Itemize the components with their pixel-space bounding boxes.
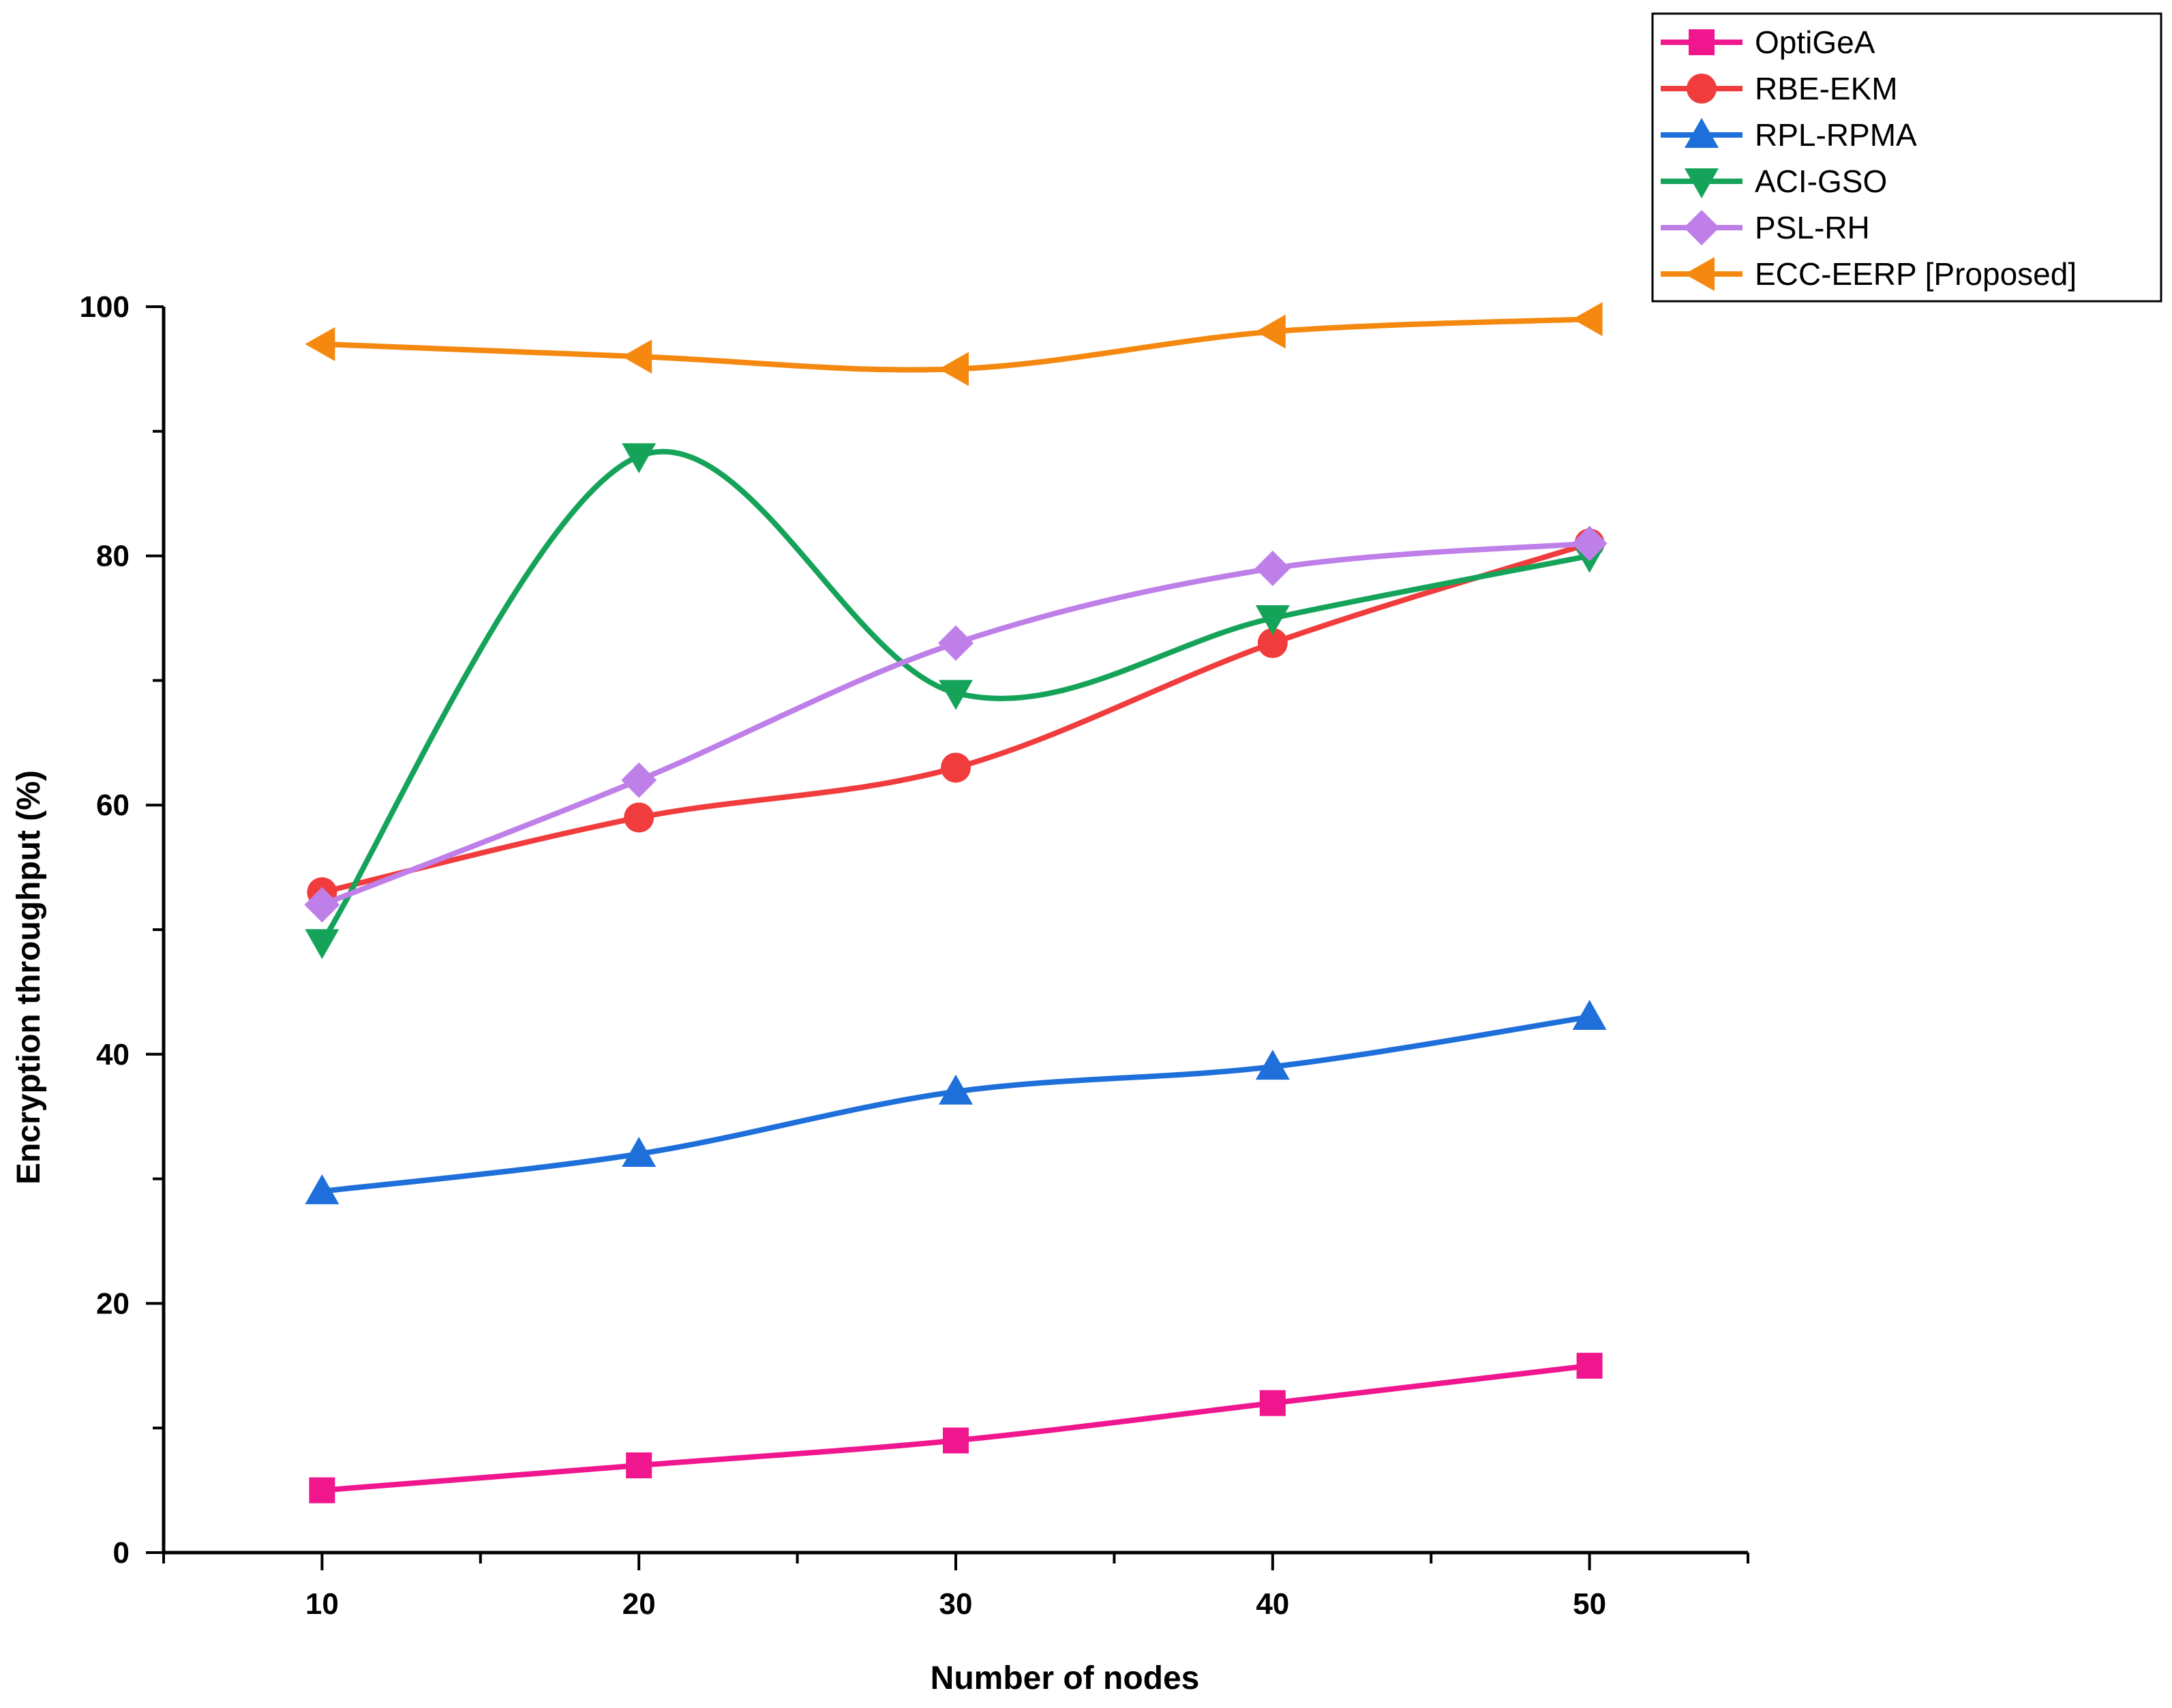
legend-item-optigea: OptiGeA — [1661, 25, 1875, 60]
legend-marker — [1685, 257, 1715, 291]
data-point-rbe-ekm — [941, 752, 971, 783]
x-tick-label: 40 — [1256, 1587, 1289, 1621]
y-axis-title: Encryption throughput (%) — [11, 770, 47, 1185]
x-tick-label: 20 — [622, 1587, 656, 1621]
data-point-ecc-eerp-proposed — [1572, 302, 1603, 337]
legend-label: ECC-EERP [Proposed] — [1755, 256, 2077, 292]
y-tick-label: 20 — [96, 1287, 130, 1320]
data-point-psl-rh — [304, 887, 340, 923]
data-point-rpl-rpma — [939, 1074, 973, 1105]
data-point-rpl-rpma — [1572, 999, 1607, 1030]
y-tick-label: 60 — [96, 789, 130, 822]
data-point-psl-rh — [1571, 525, 1608, 562]
legend-label: PSL-RH — [1755, 210, 1870, 245]
legend-item-rpl-rpma: RPL-RPMA — [1661, 117, 1917, 153]
data-point-optigea — [1259, 1390, 1286, 1416]
legend: OptiGeA RBE-EKM RPL-RPMA ACI-GSO PSL-RH ECC-E… — [1651, 12, 2162, 303]
legend-marker — [1685, 168, 1719, 198]
legend-label: OptiGeA — [1755, 25, 1875, 60]
series-line-aci-gso — [320, 448, 1590, 944]
data-point-psl-rh — [621, 762, 657, 798]
series-rpl-rpma — [305, 999, 1607, 1204]
series-rbe-ekm — [307, 528, 1605, 908]
legend-item-ecc-eerp-proposed: ECC-EERP [Proposed] — [1661, 256, 2077, 292]
data-point-aci-gso — [1255, 605, 1290, 635]
data-point-ecc-eerp-proposed — [622, 339, 652, 374]
legend-marker — [1687, 74, 1717, 104]
series-psl-rh — [304, 525, 1608, 923]
data-point-ecc-eerp-proposed — [1255, 314, 1286, 349]
data-point-psl-rh — [938, 625, 974, 661]
data-point-optigea — [626, 1452, 652, 1479]
x-tick-label: 50 — [1573, 1587, 1606, 1621]
x-axis-title: Number of nodes — [931, 1660, 1200, 1696]
x-tick-label: 10 — [305, 1587, 339, 1621]
data-point-rpl-rpma — [305, 1174, 340, 1204]
data-point-rbe-ekm — [1257, 628, 1288, 658]
legend-label: RBE-EKM — [1755, 71, 1898, 106]
data-point-optigea — [309, 1477, 335, 1504]
data-point-ecc-eerp-proposed — [939, 352, 969, 386]
data-point-psl-rh — [1254, 550, 1291, 586]
y-tick-label: 100 — [80, 290, 130, 324]
data-point-optigea — [943, 1427, 969, 1454]
legend-marker — [1685, 118, 1719, 148]
data-point-aci-gso — [939, 680, 973, 710]
data-point-optigea — [1576, 1352, 1603, 1379]
series-aci-gso — [305, 443, 1607, 960]
axes: 10 20 30 40 50 0 20 40 60 80 100 — [80, 290, 1749, 1621]
legend-item-aci-gso: ACI-GSO — [1661, 164, 1887, 199]
y-tick-label: 80 — [96, 540, 130, 573]
y-tick-label: 40 — [96, 1038, 130, 1071]
legend-label: RPL-RPMA — [1755, 117, 1917, 153]
legend-item-psl-rh: PSL-RH — [1661, 210, 1870, 245]
legend-label: ACI-GSO — [1755, 164, 1887, 199]
legend-box — [1651, 12, 2162, 303]
x-tick-label: 30 — [939, 1587, 973, 1621]
legend-item-rbe-ekm: RBE-EKM — [1661, 71, 1898, 106]
data-point-ecc-eerp-proposed — [305, 326, 335, 361]
data-point-rpl-rpma — [622, 1137, 657, 1168]
legend-marker — [1684, 210, 1719, 245]
data-point-aci-gso — [622, 443, 657, 474]
series-optigea — [309, 1352, 1603, 1504]
data-point-aci-gso — [305, 929, 340, 960]
legend-marker — [1689, 29, 1715, 55]
data-point-rbe-ekm — [624, 802, 654, 833]
data-point-rpl-rpma — [1255, 1050, 1290, 1080]
series-layer — [304, 302, 1608, 1504]
y-tick-label: 0 — [113, 1536, 130, 1570]
series-ecc-eerp-proposed — [305, 302, 1603, 386]
